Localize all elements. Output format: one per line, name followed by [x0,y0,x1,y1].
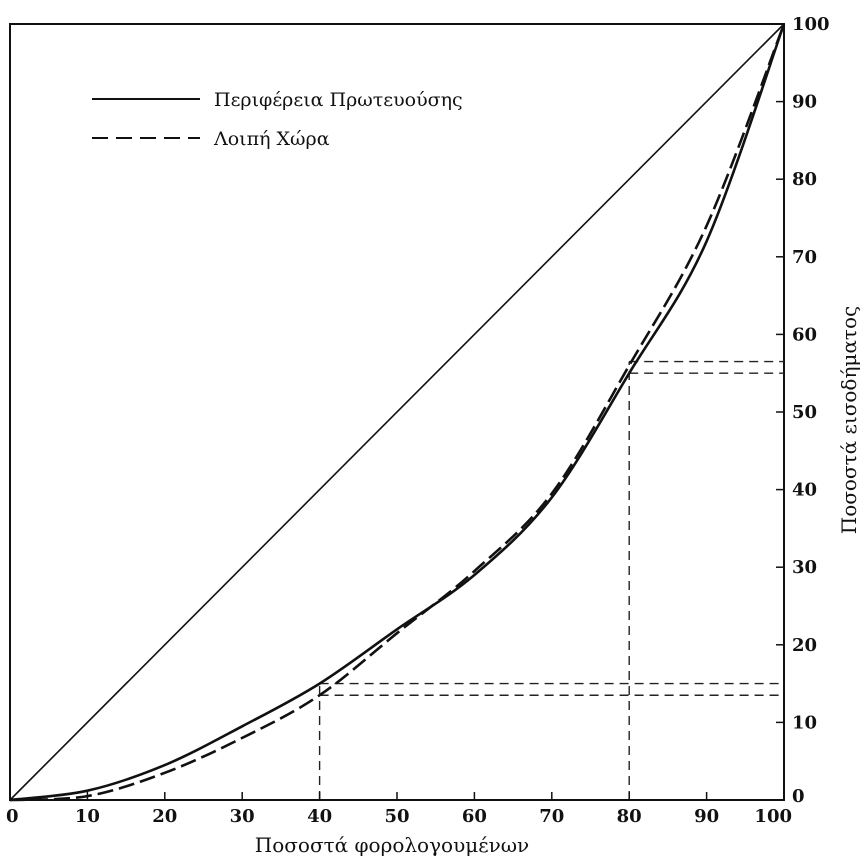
x-tick-label: 30 [230,806,255,827]
x-tick-label: 0 [6,806,19,827]
y-tick-label: 70 [792,247,817,268]
x-tick-label: 80 [617,806,642,827]
y-tick-label: 40 [792,480,817,501]
x-tick-label: 70 [539,806,564,827]
y-axis-title: Ποσοστά εισοδήματος [837,306,861,535]
y-tick-label: 0 [792,786,805,807]
x-tick-label: 50 [384,806,409,827]
series-line-dashed [9,23,786,802]
x-tick-label: 10 [75,806,100,827]
y-tick-label: 50 [792,402,817,423]
y-tick-label: 10 [792,712,817,733]
y-tick-label: 80 [792,169,817,190]
y-tick-label: 20 [792,635,817,656]
equality-line [9,23,785,801]
legend-label-solid: Περιφέρεια Πρωτευούσης [214,89,463,111]
x-axis-ticks: 0 10 20 30 40 50 60 70 80 90 100 [6,792,792,827]
y-tick-label: 60 [792,324,817,345]
reference-lines [318,360,784,800]
x-tick-label: 60 [462,806,487,827]
legend: Περιφέρεια Πρωτευούσης Λοιπή Χώρα [92,89,463,150]
x-tick-label: 100 [754,806,792,827]
x-tick-label: 20 [152,806,177,827]
x-axis-title: Ποσοστά φορολογουμένων [255,833,529,856]
x-tick-label: 90 [694,806,719,827]
legend-label-dashed: Λοιπή Χώρα [213,128,330,150]
y-tick-label: 30 [792,557,817,578]
y-tick-label: 100 [792,14,830,35]
y-axis-ticks: 0 10 20 30 40 50 60 70 80 90 100 [776,14,830,807]
x-tick-label: 40 [307,806,332,827]
y-tick-label: 90 [792,92,817,113]
